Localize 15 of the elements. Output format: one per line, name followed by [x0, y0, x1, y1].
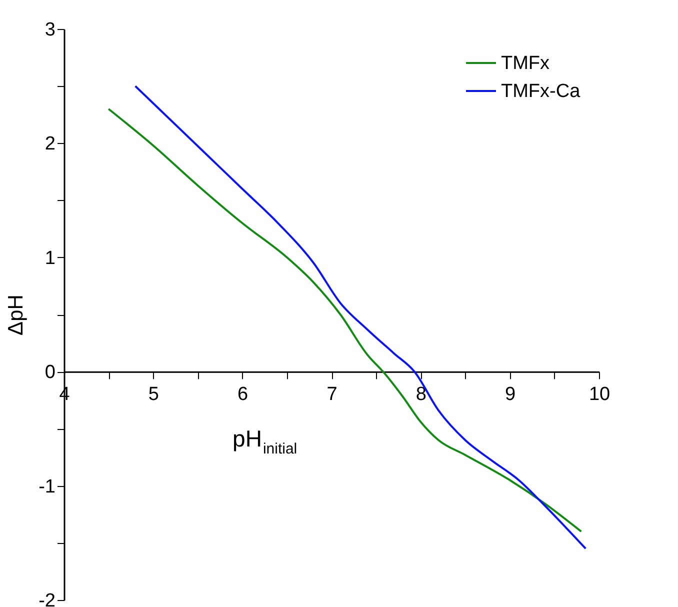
legend-label: TMFx-Ca	[501, 81, 581, 102]
y-tick-label: -2	[38, 590, 56, 607]
y-tick-label: 1	[44, 248, 56, 269]
y-tick-label: 0	[44, 362, 56, 384]
x-tick-label: 6	[238, 384, 248, 406]
y-tick-label: -1	[38, 476, 56, 498]
y-axis-title: ΔpH	[4, 294, 28, 336]
x-tick-label: 7	[326, 384, 338, 406]
x-tick-label: 9	[505, 384, 516, 406]
x-tick-label: 8	[416, 384, 426, 406]
y-tick-label: 2	[44, 134, 56, 155]
x-tick-label: 10	[588, 384, 610, 406]
x-tick-label: 5	[148, 384, 159, 406]
legend-label: TMFx	[501, 53, 550, 74]
y-tick-label: 3	[44, 20, 56, 40]
